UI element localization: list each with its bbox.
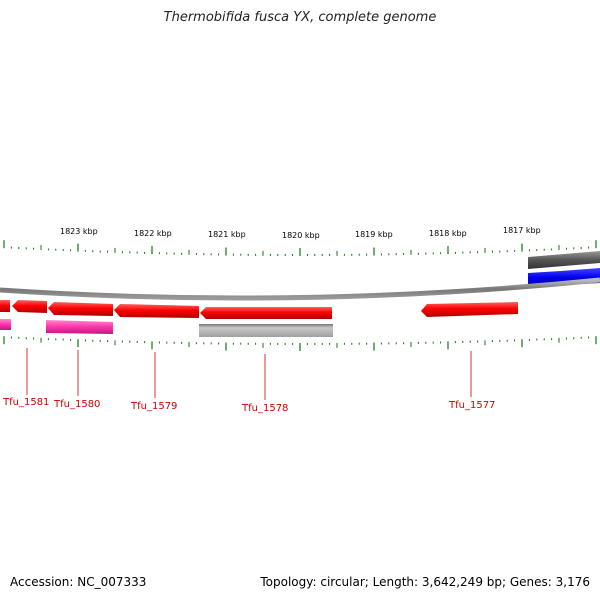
- gene-label: Tfu_1580: [53, 399, 100, 410]
- scale-label: 1823 kbp: [60, 227, 98, 236]
- scale-labels: 1823 kbp 1822 kbp 1821 kbp 1820 kbp 1819…: [60, 226, 541, 240]
- inner-features: [0, 319, 333, 337]
- scale-label: 1818 kbp: [429, 229, 467, 238]
- scale-label: 1822 kbp: [134, 229, 172, 238]
- scale-label: 1820 kbp: [282, 231, 320, 240]
- genome-summary-text: Topology: circular; Length: 3,642,249 bp…: [260, 575, 590, 589]
- inner-scale-ticks: [3, 336, 597, 351]
- gene-leader-lines: [26, 348, 472, 400]
- cds-arrow: [421, 302, 518, 317]
- feature-grey-bar: [199, 324, 333, 337]
- cds-arrow: [12, 300, 47, 313]
- genome-backbone: [0, 277, 600, 301]
- gene-label: Tfu_1579: [130, 401, 177, 412]
- outer-scale-ticks: [3, 240, 597, 256]
- scale-label: 1819 kbp: [355, 230, 393, 239]
- scale-label: 1817 kbp: [503, 226, 541, 235]
- feature-pink-bar: [0, 319, 11, 330]
- cds-arrow: [0, 300, 10, 312]
- cds-features: [0, 300, 518, 319]
- map-title: Thermobifida fusca YX, complete genome: [163, 10, 437, 25]
- scale-label: 1821 kbp: [208, 230, 246, 239]
- cds-arrow: [48, 302, 113, 316]
- cds-arrow: [114, 304, 199, 318]
- gene-labels: Tfu_1581 Tfu_1580 Tfu_1579 Tfu_1578 Tfu_…: [2, 397, 495, 414]
- feature-dark-bar: [528, 251, 600, 269]
- gene-label: Tfu_1577: [448, 400, 495, 411]
- gene-label: Tfu_1578: [241, 403, 288, 414]
- feature-pink-bar: [46, 320, 113, 334]
- cds-arrow: [200, 307, 332, 319]
- gene-label: Tfu_1581: [2, 397, 49, 408]
- accession-text: Accession: NC_007333: [10, 575, 147, 589]
